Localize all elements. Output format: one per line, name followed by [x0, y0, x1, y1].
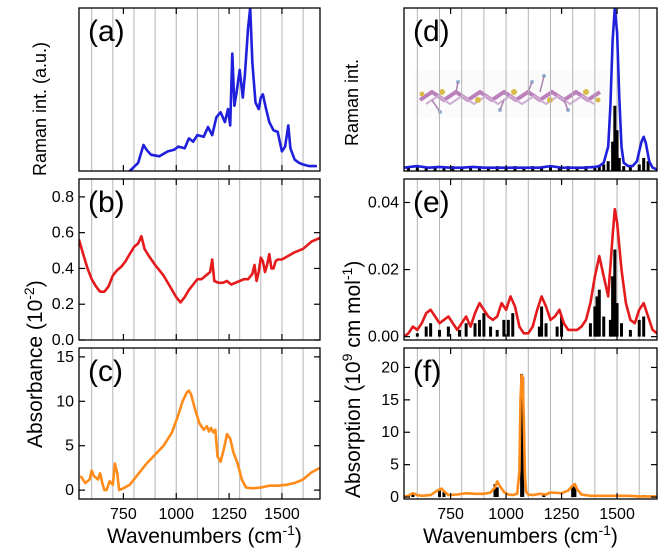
y-tick-label: 0.04 — [368, 194, 399, 211]
x-tick-label: 1250 — [211, 506, 247, 523]
plot-frame — [403, 178, 658, 341]
panel-f: 750 1000 1250 1500 0 5 10 15 20 (f) — [381, 347, 658, 523]
y-tick-label: 15 — [381, 392, 399, 409]
left-absorbance-label: Absorbance (10-2) — [21, 280, 47, 448]
panel-label: (a) — [88, 15, 125, 48]
plot-frame — [403, 347, 658, 500]
y-tick-label: 0.4 — [52, 260, 74, 277]
y-tick-label: 5 — [390, 457, 399, 474]
y-tick-label: 15 — [56, 349, 74, 366]
series-line — [79, 389, 320, 492]
x-tick-label: 1500 — [599, 506, 635, 523]
molecule-structure-image — [412, 70, 608, 118]
panel-e: 0.00 0.02 0.04 (e) — [368, 178, 658, 346]
y-tick-label: 0 — [65, 482, 74, 499]
plot-frame — [78, 347, 321, 500]
x-tick-label: 750 — [437, 506, 464, 523]
panel-c: 750 1000 1250 1500 0 5 10 15 (c) — [56, 347, 321, 523]
panel-label: (f) — [413, 355, 441, 388]
plot-frame — [403, 7, 658, 172]
y-tick-label: 10 — [381, 424, 399, 441]
x-tick-label: 1500 — [264, 506, 300, 523]
panels-group: (a) 0.0 0.2 0.4 0.6 0.8 (b) 750 1000 1250 1500 0 5 10… — [52, 7, 658, 523]
y-tick-label: 0.2 — [52, 296, 74, 313]
x-tick-label: 1000 — [488, 506, 524, 523]
panel-b: 0.0 0.2 0.4 0.6 0.8 (b) — [52, 178, 321, 349]
y-tick-label: 0.00 — [368, 329, 399, 346]
panel-a: (a) — [78, 7, 321, 172]
x-axis-title-left: Wavenumbers (cm-1) — [107, 522, 302, 548]
panel-label: (b) — [88, 186, 125, 219]
series-line — [404, 373, 657, 498]
y-tick-label: 0.8 — [52, 189, 74, 206]
x-tick-label: 1000 — [158, 506, 194, 523]
plot-frame — [78, 7, 321, 172]
y-tick-label: 0.6 — [52, 225, 74, 242]
series-line — [404, 8, 657, 171]
y-tick-label: 5 — [65, 438, 74, 455]
x-axis-title-right: Wavenumbers (cm-1) — [423, 522, 618, 548]
series-line — [404, 207, 657, 338]
x-tick-label: 1250 — [544, 506, 580, 523]
panel-d: (d) — [403, 7, 658, 172]
x-tick-label: 750 — [110, 506, 137, 523]
left-raman-label: Raman int. (a.u.) — [30, 42, 50, 176]
panel-label: (c) — [88, 355, 123, 388]
stick-series — [415, 249, 646, 337]
series-line — [79, 234, 320, 304]
y-tick-label: 0 — [390, 489, 399, 506]
y-tick-label: 10 — [56, 393, 74, 410]
plot-frame — [78, 178, 321, 341]
panel-label: (e) — [413, 186, 450, 219]
y-tick-label: 20 — [381, 359, 399, 376]
right-raman-label: Raman int. — [342, 59, 362, 146]
series-line — [128, 8, 318, 171]
y-tick-label: 0.0 — [52, 332, 74, 349]
panel-label: (d) — [413, 15, 450, 48]
y-tick-label: 0.02 — [368, 262, 399, 279]
right-absorption-label: Absorption (109 cm mol-1) — [339, 261, 365, 498]
